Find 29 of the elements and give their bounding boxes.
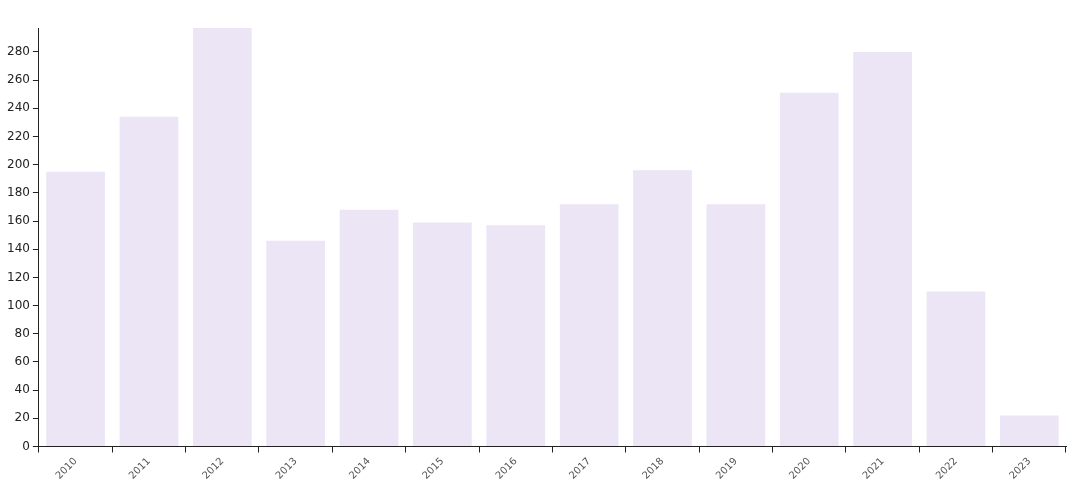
bar: [339, 209, 399, 447]
y-tick-label: 0: [22, 438, 30, 453]
bar: [119, 116, 179, 447]
y-tick-label: 140: [7, 241, 30, 256]
y-tick-label: 120: [7, 269, 30, 284]
bar: [46, 171, 105, 447]
y-tick-label: 40: [14, 382, 30, 397]
y-tick-label: 220: [7, 128, 30, 143]
y-tick-label: 260: [7, 72, 30, 87]
bar: [413, 222, 472, 447]
y-tick-label: 100: [7, 297, 30, 312]
y-tick-label: 240: [7, 100, 30, 115]
y-tick-label: 20: [14, 410, 30, 425]
bar: [559, 204, 619, 447]
y-tick-label: 60: [14, 354, 30, 369]
bar: [926, 291, 986, 447]
bar: [999, 415, 1059, 447]
y-tick-label: 200: [7, 156, 30, 171]
bar: [706, 204, 766, 447]
bar: [486, 225, 546, 447]
bar: [192, 28, 252, 447]
y-tick-label: 280: [7, 44, 30, 59]
bar: [853, 51, 912, 447]
y-tick-label: 160: [7, 213, 30, 228]
bar: [266, 240, 326, 447]
bar: [633, 170, 692, 447]
y-tick-label: 180: [7, 185, 30, 199]
y-tick-label: 80: [14, 325, 30, 340]
bar: [779, 92, 839, 447]
